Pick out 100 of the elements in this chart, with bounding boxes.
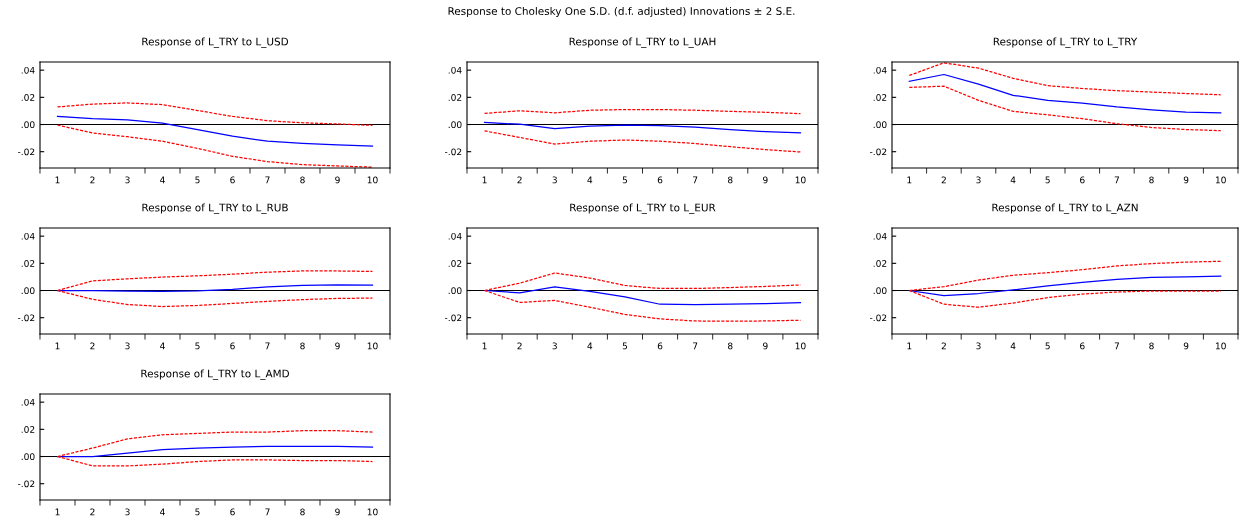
y-tick-label: .00 [873, 121, 887, 129]
x-tick-label: 3 [125, 176, 130, 184]
x-tick-label: 6 [230, 342, 235, 350]
chart-title: Response of L_TRY to L_USD [142, 37, 289, 48]
x-tick-label: 8 [727, 176, 733, 184]
x-tick-label: 7 [265, 508, 270, 516]
x-tick-label: 5 [195, 342, 200, 350]
x-tick-label: 4 [587, 342, 593, 350]
x-tick-label: 9 [335, 342, 340, 350]
x-tick-label: 6 [1080, 176, 1085, 184]
x-tick-label: 9 [335, 176, 340, 184]
y-tick-label: .04 [448, 232, 462, 240]
x-tick-label: 8 [300, 508, 305, 516]
y-tick-label: -.02 [17, 314, 35, 322]
x-tick-label: 7 [265, 176, 270, 184]
x-tick-label: 10 [795, 342, 806, 350]
x-tick-label: 1 [55, 176, 60, 184]
y-tick-label: .02 [448, 260, 462, 267]
x-tick-label: 3 [552, 176, 557, 184]
x-tick-label: 7 [693, 342, 698, 350]
x-tick-label: 10 [1215, 176, 1226, 184]
y-tick-label: .00 [448, 121, 462, 129]
y-tick-label: .00 [21, 121, 35, 129]
x-tick-label: 2 [90, 508, 95, 516]
x-tick-label: 9 [335, 508, 340, 516]
x-tick-label: 10 [795, 176, 806, 184]
x-tick-label: 4 [160, 342, 165, 350]
x-tick-label: 2 [90, 342, 95, 350]
x-tick-label: 1 [907, 342, 912, 350]
x-tick-label: 1 [482, 342, 487, 350]
y-tick-label: .02 [21, 94, 35, 101]
y-tick-label: .02 [21, 426, 35, 433]
x-tick-label: 7 [1114, 176, 1119, 184]
x-tick-label: 4 [160, 508, 165, 516]
x-tick-label: 5 [1045, 342, 1050, 350]
x-tick-label: 5 [622, 176, 628, 184]
x-tick-label: 8 [300, 176, 305, 184]
text: Response to Cholesky One S.D. (d.f. adjusted) Innovations ± 2 S.E. [448, 6, 795, 18]
x-tick-label: 3 [552, 342, 557, 350]
x-tick-label: 6 [657, 176, 663, 184]
chart-title: Response of L_TRY to L_UAH [569, 37, 716, 48]
y-tick-label: .00 [873, 287, 887, 295]
x-tick-label: 3 [125, 508, 130, 516]
x-tick-label: 8 [300, 342, 305, 350]
chart-title: Response of L_TRY to L_TRY [993, 37, 1138, 48]
x-tick-label: 4 [1010, 342, 1016, 350]
x-tick-label: 2 [941, 342, 946, 350]
x-tick-label: 8 [727, 342, 733, 350]
y-tick-label: -.02 [444, 314, 462, 322]
y-tick-label: .04 [21, 398, 35, 406]
x-tick-label: 2 [517, 342, 522, 350]
x-tick-label: 5 [195, 176, 200, 184]
y-tick-label: .00 [448, 287, 462, 295]
x-tick-label: 10 [1215, 342, 1226, 350]
x-tick-label: 4 [1010, 176, 1016, 184]
chart-title: Response of L_TRY to L_AMD [141, 369, 289, 380]
y-tick-label: .02 [21, 260, 35, 267]
y-tick-label: -.02 [869, 314, 887, 322]
x-tick-label: 4 [160, 176, 165, 184]
y-tick-label: .02 [873, 260, 887, 267]
chart-title: Response of L_TRY to L_EUR [570, 203, 716, 214]
y-tick-label: .04 [21, 232, 35, 240]
chart-title: Response of L_TRY to L_RUB [142, 203, 288, 214]
chart-title: Response of L_TRY to L_AZN [992, 203, 1138, 214]
x-tick-label: 10 [367, 342, 378, 350]
y-tick-label: -.02 [17, 480, 35, 488]
x-tick-label: 2 [90, 176, 95, 184]
y-tick-label: .04 [448, 66, 462, 74]
y-tick-label: .02 [873, 94, 887, 101]
x-tick-label: 8 [1149, 342, 1154, 350]
x-tick-label: 2 [517, 176, 522, 184]
x-tick-label: 1 [907, 176, 912, 184]
x-tick-label: 2 [941, 176, 946, 184]
y-tick-label: .04 [873, 66, 887, 74]
x-tick-label: 9 [763, 176, 768, 184]
y-tick-label: .04 [873, 232, 887, 240]
y-tick-label: .04 [21, 66, 35, 74]
y-tick-label: -.02 [444, 148, 462, 156]
x-tick-label: 4 [587, 176, 593, 184]
y-tick-label: .00 [21, 287, 35, 295]
x-tick-label: 5 [622, 342, 628, 350]
x-tick-label: 9 [1183, 176, 1189, 184]
y-tick-label: .00 [21, 453, 35, 461]
x-tick-label: 1 [55, 342, 60, 350]
x-tick-label: 7 [265, 342, 270, 350]
x-tick-label: 6 [1080, 342, 1085, 350]
y-tick-label: -.02 [869, 148, 887, 156]
x-tick-label: 6 [230, 508, 235, 516]
x-tick-label: 9 [763, 342, 768, 350]
x-tick-label: 7 [693, 176, 698, 184]
x-tick-label: 6 [657, 342, 663, 350]
x-tick-label: 6 [230, 176, 235, 184]
x-tick-label: 9 [1183, 342, 1189, 350]
x-tick-label: 8 [1149, 176, 1154, 184]
x-tick-label: 1 [55, 508, 60, 516]
x-tick-label: 10 [367, 508, 378, 516]
x-tick-label: 5 [1045, 176, 1050, 184]
x-tick-label: 3 [976, 176, 981, 184]
x-tick-label: 3 [125, 342, 130, 350]
x-tick-label: 1 [482, 176, 487, 184]
